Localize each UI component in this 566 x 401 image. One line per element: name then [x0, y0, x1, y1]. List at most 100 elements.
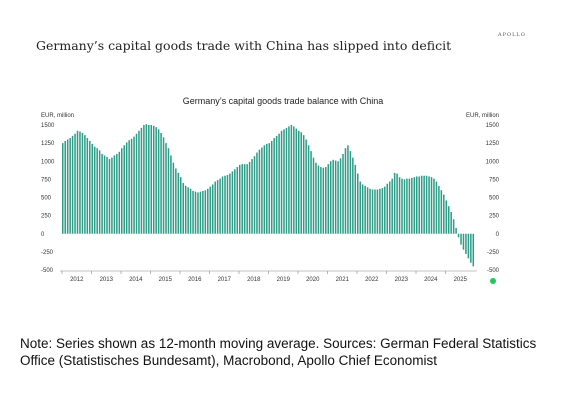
x-tick-label: 2019	[277, 277, 291, 283]
bar	[84, 135, 86, 234]
bar	[433, 178, 435, 234]
y-tick-label-left: 1250	[41, 141, 55, 147]
y-tick-label-right: 0	[496, 232, 500, 238]
x-tick-label: 2021	[336, 277, 350, 283]
x-tick-label: 2020	[306, 277, 320, 283]
bar	[125, 142, 128, 234]
bar	[288, 126, 290, 234]
bar	[320, 167, 322, 234]
bar	[258, 149, 261, 234]
chart-frame: APOLLO Germany’s capital goods trade wit…	[36, 32, 526, 284]
bar	[79, 131, 81, 234]
bar	[74, 133, 76, 234]
bar	[248, 161, 251, 234]
chart-note: Note: Series shown as 12-month moving av…	[20, 336, 537, 368]
bar	[86, 138, 89, 234]
bar	[384, 186, 386, 234]
bar	[430, 177, 433, 234]
bar	[396, 173, 398, 234]
bar	[293, 126, 295, 234]
x-tick-label: 2012	[70, 277, 84, 283]
bar	[192, 190, 194, 234]
bar	[467, 233, 470, 259]
bar	[423, 175, 425, 234]
bar	[342, 154, 344, 234]
page-headline: Germany’s capital goods trade with China…	[36, 38, 452, 53]
bar	[310, 151, 312, 234]
chart-title: Germany’s capital goods trade balance wi…	[182, 96, 384, 106]
bar	[135, 133, 138, 234]
bar	[364, 185, 366, 234]
bar	[416, 176, 418, 234]
bar	[91, 143, 94, 234]
bar	[221, 176, 224, 234]
brand-logo: APOLLO	[498, 32, 526, 38]
x-tick-label: 2016	[188, 277, 202, 283]
bar	[150, 125, 153, 234]
bar	[81, 132, 84, 234]
bar	[167, 148, 170, 234]
bar	[408, 178, 411, 234]
y-tick-label-right: 1000	[486, 159, 500, 165]
bar	[101, 154, 103, 234]
bar	[283, 129, 285, 234]
bar	[177, 172, 180, 234]
bar	[143, 125, 145, 234]
bar	[366, 187, 369, 234]
bar	[241, 164, 243, 234]
y-axis-unit-right: EUR, million	[466, 113, 499, 119]
bar	[197, 192, 199, 234]
x-tick-label: 2018	[247, 277, 261, 283]
bar	[140, 127, 143, 234]
bar	[160, 132, 162, 234]
bar	[295, 128, 298, 234]
bar	[312, 157, 315, 234]
bar	[332, 159, 334, 234]
bar	[199, 191, 202, 234]
bar	[216, 180, 219, 234]
bar	[69, 138, 71, 234]
bar	[89, 140, 91, 234]
bar	[175, 168, 177, 234]
y-tick-label-left: 500	[41, 196, 52, 202]
x-tick-label: 2024	[424, 277, 438, 283]
bar	[420, 175, 423, 234]
bar	[194, 191, 197, 234]
bar	[285, 127, 288, 234]
bar	[452, 219, 455, 234]
bar	[106, 156, 108, 234]
y-tick-label-left: 1500	[41, 123, 55, 129]
bar	[349, 151, 352, 234]
y-tick-label-left: 250	[41, 214, 52, 220]
y-tick-label-right: 250	[489, 214, 500, 220]
y-tick-label-right: 1250	[486, 141, 500, 147]
bar	[170, 155, 172, 234]
bar	[98, 150, 101, 234]
bar	[202, 190, 204, 234]
bar	[352, 157, 354, 234]
y-tick-label-left: 750	[41, 177, 52, 183]
bar	[398, 177, 401, 234]
bar	[113, 155, 116, 234]
x-tick-label: 2015	[159, 277, 173, 283]
y-axis-unit-left: EUR, million	[41, 113, 74, 119]
bar	[182, 183, 184, 234]
y-tick-label-left: 1000	[41, 159, 55, 165]
bar	[470, 233, 472, 263]
bar	[280, 130, 283, 234]
bar	[268, 143, 271, 234]
bar	[325, 167, 327, 234]
bar	[133, 136, 135, 234]
bar	[388, 181, 391, 234]
bar	[361, 184, 364, 234]
bar	[450, 212, 452, 234]
bar	[261, 147, 263, 234]
bar	[418, 176, 420, 234]
y-tick-label-right: 500	[489, 196, 500, 202]
bar	[180, 177, 182, 234]
bar	[275, 135, 278, 234]
bar	[337, 161, 339, 234]
y-tick-label-left: -250	[41, 250, 54, 256]
bar	[472, 233, 475, 267]
x-tick-label: 2013	[100, 277, 114, 283]
